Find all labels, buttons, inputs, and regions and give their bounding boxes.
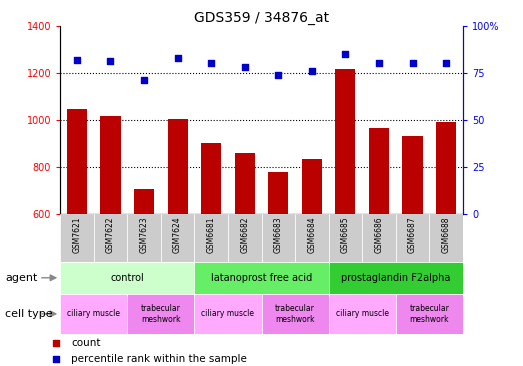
Bar (335, 69, 356, 214)
Bar (328, 262, 463, 294)
Bar (436, 122, 456, 214)
Text: GSM7621: GSM7621 (72, 217, 82, 253)
Text: cell type: cell type (5, 309, 53, 319)
Bar (362, 214, 396, 262)
Text: GSM6687: GSM6687 (408, 217, 417, 253)
Bar (167, 119, 188, 214)
Bar (396, 294, 463, 334)
Text: trabecular
meshwork: trabecular meshwork (410, 304, 449, 324)
Point (207, 60, 215, 66)
Bar (195, 262, 328, 294)
Bar (396, 214, 429, 262)
Point (52, 340, 61, 346)
Bar (302, 159, 322, 214)
Text: percentile rank within the sample: percentile rank within the sample (71, 354, 247, 364)
Bar (403, 137, 423, 214)
Point (73, 57, 81, 63)
Text: count: count (71, 338, 100, 348)
Text: GSM7624: GSM7624 (173, 217, 182, 253)
Text: GSM6681: GSM6681 (207, 217, 215, 253)
Bar (134, 189, 154, 214)
Bar (369, 128, 389, 214)
Point (442, 60, 450, 66)
Bar (228, 214, 262, 262)
Text: GSM6683: GSM6683 (274, 217, 283, 253)
Text: GSM6688: GSM6688 (441, 217, 451, 253)
Text: GSM6685: GSM6685 (341, 217, 350, 253)
Text: GSM6682: GSM6682 (240, 217, 249, 253)
Bar (100, 116, 120, 214)
Point (140, 77, 148, 83)
Bar (429, 214, 463, 262)
Text: control: control (110, 273, 144, 283)
Bar (328, 214, 362, 262)
Text: GSM7623: GSM7623 (140, 217, 149, 253)
Point (241, 64, 249, 70)
Bar (60, 294, 127, 334)
Point (52, 356, 61, 362)
Bar (60, 214, 94, 262)
Text: prostaglandin F2alpha: prostaglandin F2alpha (341, 273, 450, 283)
Bar (195, 214, 228, 262)
Text: trabecular
meshwork: trabecular meshwork (141, 304, 181, 324)
Bar (94, 214, 127, 262)
Bar (268, 172, 288, 214)
Bar (127, 294, 195, 334)
Bar (262, 294, 328, 334)
Bar (161, 214, 195, 262)
Bar (201, 143, 221, 214)
Text: agent: agent (5, 273, 38, 283)
Point (274, 72, 282, 78)
Bar (262, 214, 295, 262)
Bar (328, 294, 396, 334)
Bar (67, 109, 87, 214)
Text: GSM7622: GSM7622 (106, 217, 115, 253)
Point (106, 59, 115, 64)
Text: latanoprost free acid: latanoprost free acid (211, 273, 312, 283)
Text: GSM6684: GSM6684 (308, 217, 316, 253)
Bar (60, 262, 195, 294)
Point (341, 51, 349, 57)
Text: ciliary muscle: ciliary muscle (201, 309, 255, 318)
Title: GDS359 / 34876_at: GDS359 / 34876_at (194, 11, 329, 25)
Bar (295, 214, 328, 262)
Bar (195, 294, 262, 334)
Text: GSM6686: GSM6686 (374, 217, 383, 253)
Text: ciliary muscle: ciliary muscle (336, 309, 389, 318)
Point (174, 55, 182, 61)
Text: ciliary muscle: ciliary muscle (67, 309, 120, 318)
Bar (235, 153, 255, 214)
Point (408, 60, 417, 66)
Bar (127, 214, 161, 262)
Text: trabecular
meshwork: trabecular meshwork (275, 304, 315, 324)
Point (308, 68, 316, 74)
Point (375, 60, 383, 66)
